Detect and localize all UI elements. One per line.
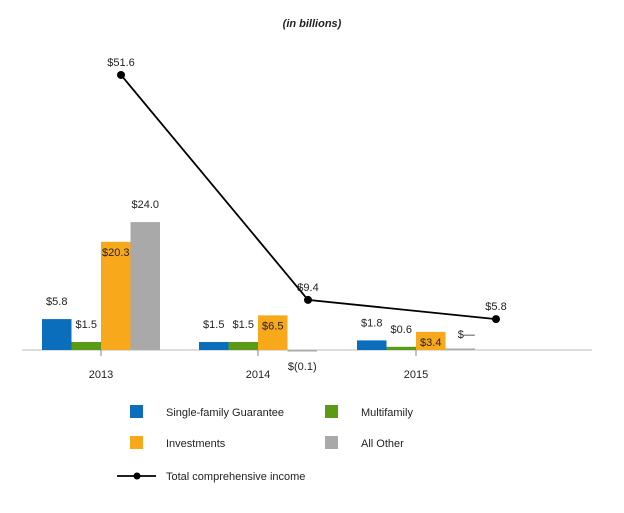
x-tick-label: 2014 <box>246 369 270 381</box>
data-label: $1.5 <box>76 319 97 331</box>
line-label: $51.6 <box>107 57 135 69</box>
chart-title: (in billions) <box>283 18 342 30</box>
bar <box>130 222 160 350</box>
x-tick-label: 2015 <box>404 369 428 381</box>
data-label: $(0.1) <box>288 361 317 373</box>
legend-swatch <box>325 405 338 418</box>
data-label: $1.8 <box>361 317 382 329</box>
legend-label: All Other <box>361 438 404 450</box>
legend-line-marker <box>133 472 141 480</box>
bar <box>386 346 416 350</box>
bar <box>199 342 229 350</box>
line-point <box>304 295 312 304</box>
x-tick-label: 2013 <box>89 369 113 381</box>
data-label: $— <box>458 329 475 341</box>
data-label: $1.5 <box>203 319 224 331</box>
data-label: $5.8 <box>46 296 67 308</box>
data-label: $24.0 <box>131 199 159 211</box>
legend-swatch <box>325 436 338 449</box>
data-label: $20.3 <box>102 247 130 259</box>
bar <box>101 241 131 350</box>
line-label: $5.8 <box>485 301 506 313</box>
legend-swatch <box>130 436 143 449</box>
bar <box>287 350 317 352</box>
legend-label: Total comprehensive income <box>166 471 305 483</box>
data-label: $3.4 <box>420 337 441 349</box>
bar <box>42 319 72 350</box>
data-label: $0.6 <box>391 324 412 336</box>
data-label: $1.5 <box>233 319 254 331</box>
data-label: $6.5 <box>262 320 283 332</box>
bar <box>258 315 288 350</box>
legend-swatch <box>130 405 143 418</box>
legend-label: Single-family Guarantee <box>166 407 284 419</box>
bar <box>71 342 101 350</box>
bar <box>228 342 258 350</box>
bar <box>357 340 387 350</box>
line-point <box>492 315 500 324</box>
legend-label: Multifamily <box>361 407 413 419</box>
line-point <box>117 70 125 79</box>
line-label: $9.4 <box>297 282 318 294</box>
legend-label: Investments <box>166 438 226 450</box>
bar <box>445 348 475 350</box>
bar <box>416 331 446 350</box>
